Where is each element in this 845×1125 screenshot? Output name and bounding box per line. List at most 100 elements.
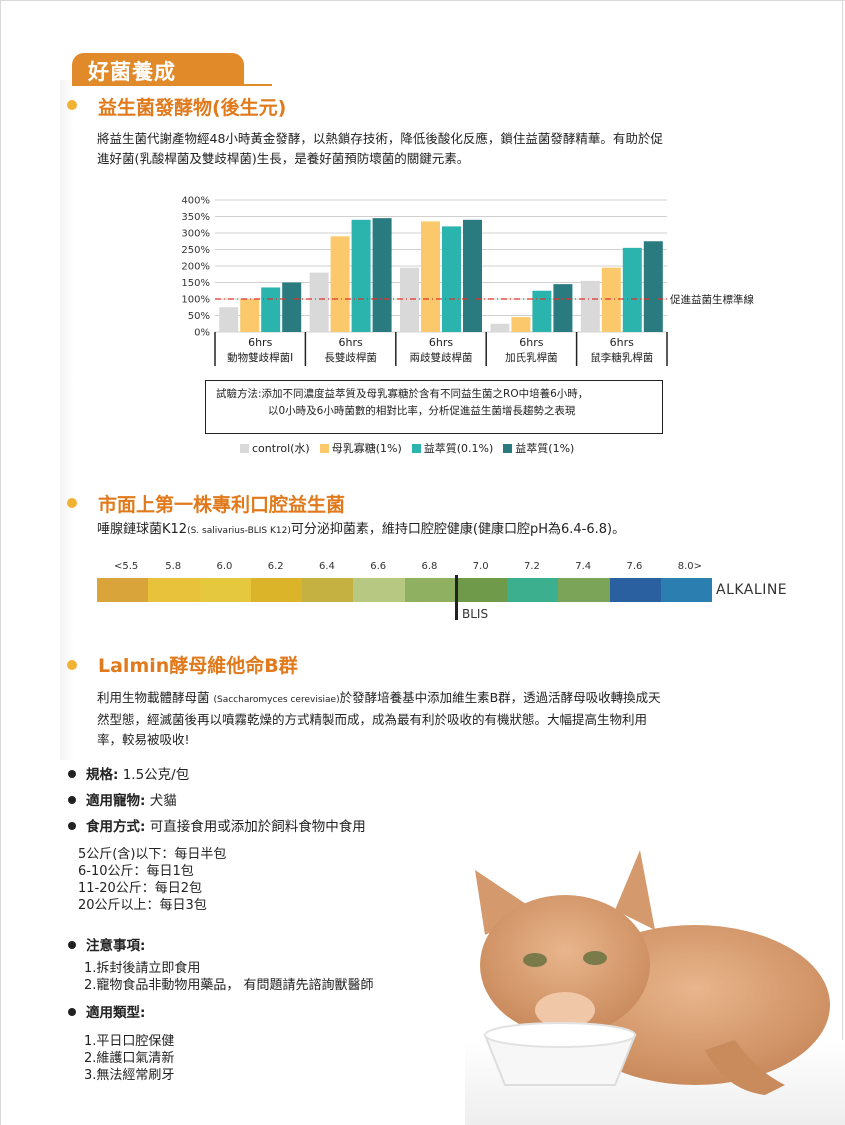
legend-label-hmo: 母乳寡糖(1%) bbox=[331, 442, 402, 455]
legend-item-control: control(水) bbox=[240, 440, 310, 456]
spec-type-label: 適用類型: bbox=[86, 1005, 146, 1021]
bar-1-2 bbox=[351, 219, 371, 332]
ph-segment bbox=[353, 578, 405, 602]
chart-legend: control(水) 母乳寡糖(1%) 益萃質(0.1%) 益萃質(1%) bbox=[240, 440, 574, 456]
yeast-scientific-name: (Saccharomyces cerevisiae) bbox=[213, 695, 340, 705]
bar-0-1 bbox=[240, 299, 260, 332]
bar-4-1 bbox=[601, 267, 621, 332]
bar-3-0 bbox=[490, 323, 510, 332]
ph-tick: 6.4 bbox=[319, 561, 335, 572]
ph-segment bbox=[302, 578, 354, 602]
ph-tick: 6.2 bbox=[267, 561, 284, 572]
legend-swatch-extract-high bbox=[503, 443, 513, 453]
heading-oral-probiotic: 市面上第一株專利口腔益生菌 bbox=[98, 494, 346, 516]
ph-tick: 8.0> bbox=[677, 561, 703, 572]
heading-bullet-3 bbox=[67, 660, 77, 670]
page-border-left bbox=[0, 0, 1, 1125]
y-tick-label: 100% bbox=[181, 295, 210, 306]
k12-effect: 可分泌抑菌素，維持口腔腔健康(健康口腔pH為6.4-6.8)。 bbox=[290, 522, 626, 537]
x-category-label: 動物雙歧桿菌I bbox=[227, 351, 293, 364]
bar-2-2 bbox=[442, 226, 461, 332]
postbiotic-line-2: 進好菌(乳酸桿菌及雙歧桿菌)生長，是養好菌預防壞菌的關鍵元素。 bbox=[97, 151, 470, 166]
x-category-label: 加氏乳桿菌 bbox=[505, 351, 558, 364]
tab-underline bbox=[72, 84, 272, 86]
ph-tick: <5.5 bbox=[114, 561, 139, 572]
heading-postbiotic: 益生菌發酵物(後生元) bbox=[98, 97, 287, 119]
test-method-box: 試驗方法:添加不同濃度益萃質及母乳寡糖於含有不同益生菌之RO中培養6小時， 以0… bbox=[205, 380, 663, 434]
y-tick-label: 0% bbox=[194, 328, 210, 339]
type-item: 3.無法經常刷牙 bbox=[84, 1068, 175, 1083]
spec-pet-label: 適用寵物: bbox=[86, 793, 146, 809]
type-item: 1.平日口腔保健 bbox=[84, 1034, 175, 1049]
page-border-right bbox=[842, 0, 843, 1125]
ph-segment bbox=[609, 578, 661, 602]
ph-tick: 7.4 bbox=[575, 561, 592, 572]
growth-bar-chart: 400% 350% 300% 250% 200% 150% 100% 50% 0% 促進益菌生標… bbox=[181, 196, 754, 366]
ph-segment bbox=[455, 578, 507, 602]
spec-size-value: 1.5公克/包 bbox=[118, 767, 190, 783]
bar-2-0 bbox=[400, 267, 419, 332]
bar-3-2 bbox=[532, 290, 552, 332]
x-category-label: 兩歧雙歧桿菌 bbox=[410, 351, 473, 364]
bar-2-1 bbox=[421, 221, 440, 332]
notes-list: 1.拆封後請立即食用 2.寵物食品非動物用藥品， 有問題請先諮詢獸醫師 bbox=[84, 960, 374, 994]
ph-tick-labels: <5.5 5.8 6.0 6.2 6.4 6.6 6.8 7.0 7.2 7.4 7.6 8.0> bbox=[100, 561, 720, 575]
kitten-eye-left bbox=[523, 953, 547, 967]
postbiotic-description: 將益生菌代謝產物經48小時黃金發酵，以熱鎖存技術，降低後酸化反應，鎖住益菌發酵精… bbox=[97, 129, 777, 169]
x-category-label: 鼠李糖乳桿菌 bbox=[590, 351, 653, 364]
type-list: 1.平日口腔保健 2.維護口氣清新 3.無法經常刷牙 bbox=[84, 1033, 174, 1084]
yeast-line-2: 然型態，經滅菌後再以噴霧乾燥的方式精製而成，成為最有利於吸收的有機狀態。大幅提高… bbox=[97, 712, 648, 727]
note-item: 1.拆封後請立即食用 bbox=[84, 961, 201, 976]
kitten-eating-image bbox=[465, 850, 845, 1125]
y-tick-label: 50% bbox=[188, 311, 210, 322]
ph-segment bbox=[558, 578, 610, 602]
note-item: 2.寵物食品非動物用藥品， 有問題請先諮詢獸醫師 bbox=[84, 978, 374, 993]
heading-bullet-2 bbox=[67, 498, 77, 508]
page-border-top bbox=[0, 0, 845, 1]
legend-item-hmo: 母乳寡糖(1%) bbox=[319, 440, 402, 456]
dosage-list: 5公斤(含)以下：每日半包 6-10公斤：每日1包 11-20公斤：每日2包 2… bbox=[78, 846, 226, 914]
y-tick-label: 250% bbox=[181, 245, 210, 256]
legend-label-extract-high: 益萃質(1%) bbox=[515, 442, 575, 455]
legend-swatch-control bbox=[240, 443, 249, 453]
bar-0-2 bbox=[261, 287, 281, 332]
legend-label-extract-low: 益萃質(0.1%) bbox=[423, 442, 494, 455]
bar-4-2 bbox=[622, 247, 642, 332]
x-time-label: 6hrs bbox=[248, 336, 272, 349]
bar-1-3 bbox=[372, 218, 392, 332]
yeast-description: 利用生物載體酵母菌 (Saccharomyces cerevisiae)於發酵培… bbox=[97, 688, 777, 750]
kitten-paw bbox=[705, 1040, 785, 1095]
ph-color-scale bbox=[97, 578, 712, 602]
k12-name: 唾腺鏈球菌K12 bbox=[97, 522, 188, 537]
y-tick-label: 400% bbox=[181, 196, 210, 207]
spec-bullet-pet bbox=[68, 796, 76, 804]
ph-segment bbox=[199, 578, 251, 602]
y-tick-label: 200% bbox=[181, 262, 210, 273]
x-time-label: 6hrs bbox=[429, 336, 453, 349]
spec-usage-label: 食用方式: bbox=[86, 819, 146, 835]
spec-bullet-size bbox=[68, 770, 76, 778]
k12-description: 唾腺鏈球菌K12(S. salivarius-BLIS K12)可分泌抑菌素，維… bbox=[97, 520, 797, 541]
x-time-label: 6hrs bbox=[519, 336, 543, 349]
x-time-label: 6hrs bbox=[338, 336, 362, 349]
spec-usage-value: 可直接食用或添加於飼料食物中食用 bbox=[145, 819, 366, 835]
kitten-muzzle bbox=[535, 992, 595, 1028]
y-tick-label: 350% bbox=[181, 212, 210, 223]
yeast-line-1c: 於發酵培養基中添加維生素B群，透過活酵母吸收轉換成天 bbox=[339, 690, 661, 705]
ph-tick: 7.6 bbox=[626, 561, 643, 572]
spec-size: 規格: 1.5公克/包 bbox=[86, 763, 189, 783]
spec-type: 適用類型: bbox=[86, 1001, 145, 1021]
yeast-line-1: 利用生物載體酵母菌 (Saccharomyces cerevisiae)於發酵培… bbox=[97, 688, 777, 710]
bar-0-0 bbox=[219, 307, 239, 332]
dosage-item: 6-10公斤：每日1包 bbox=[78, 864, 194, 879]
bar-3-1 bbox=[511, 317, 531, 332]
ph-segment bbox=[660, 578, 712, 602]
spec-notes: 注意事項: bbox=[86, 934, 145, 954]
legend-swatch-hmo bbox=[319, 443, 329, 453]
reference-line-label: 促進益菌生標準線 bbox=[670, 293, 754, 306]
x-category-label: 長雙歧桿菌 bbox=[324, 351, 377, 364]
kitten-ear-right bbox=[615, 850, 655, 930]
bar-0-3 bbox=[282, 282, 302, 332]
ph-segment bbox=[97, 578, 149, 602]
y-tick-label: 150% bbox=[181, 278, 210, 289]
